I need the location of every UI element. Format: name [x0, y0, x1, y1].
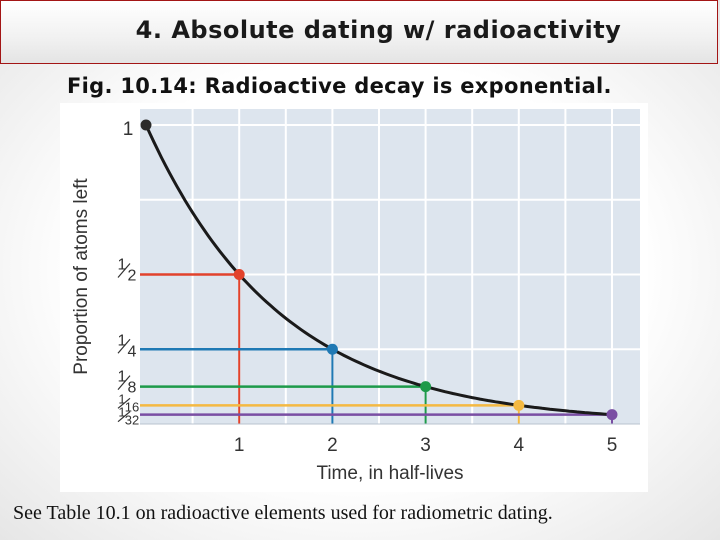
y-tick-numerator: 1 — [118, 391, 125, 406]
y-tick-fraction-bar — [117, 338, 131, 354]
figure-caption: Fig. 10.14: Radioactive decay is exponen… — [67, 74, 612, 98]
y-tick-denominator: 32 — [125, 413, 139, 428]
y-tick-fraction-bar — [117, 375, 131, 391]
decay-curve — [144, 124, 613, 417]
y-tick-fraction-bar — [117, 397, 131, 409]
footer-note: See Table 10.1 on radioactive elements u… — [13, 502, 553, 524]
data-point — [420, 381, 432, 393]
y-tick-numerator: 1 — [118, 405, 125, 420]
data-point — [140, 119, 152, 131]
y-tick-numerator: 1 — [118, 332, 127, 349]
x-axis-title: Time, in half-lives — [316, 463, 463, 484]
y-tick-denominator: 2 — [128, 268, 137, 285]
y-tick-label: 1 — [123, 119, 134, 140]
data-point — [606, 409, 618, 421]
data-point — [233, 269, 245, 280]
y-tick-numerator: 1 — [118, 369, 127, 386]
y-tick-fraction-bar — [117, 263, 131, 278]
y-tick-denominator: 4 — [128, 343, 137, 360]
y-tick-numerator: 1 — [118, 257, 127, 274]
y-tick-denominator: 16 — [125, 399, 139, 414]
title-bar: 4. Absolute dating w/ radioactivity — [0, 0, 718, 64]
y-tick-fraction-bar — [117, 411, 131, 423]
data-point — [513, 399, 525, 411]
y-axis-title: Proportion of atoms left — [71, 178, 92, 375]
x-tick-label: 4 — [514, 435, 525, 456]
slide-title: 4. Absolute dating w/ radioactivity — [135, 16, 622, 44]
data-point — [326, 343, 338, 355]
y-tick-denominator: 8 — [128, 380, 137, 397]
chart-panel: 1 2 3 4 5 1 1 2 1 4 1 8 1 16 1 32 Time, in half-lives Pro… — [60, 103, 648, 492]
x-tick-label: 2 — [327, 435, 338, 456]
x-tick-label: 3 — [420, 435, 431, 456]
x-tick-label: 5 — [607, 435, 618, 456]
plot-area — [140, 109, 640, 424]
x-tick-label: 1 — [234, 435, 245, 456]
